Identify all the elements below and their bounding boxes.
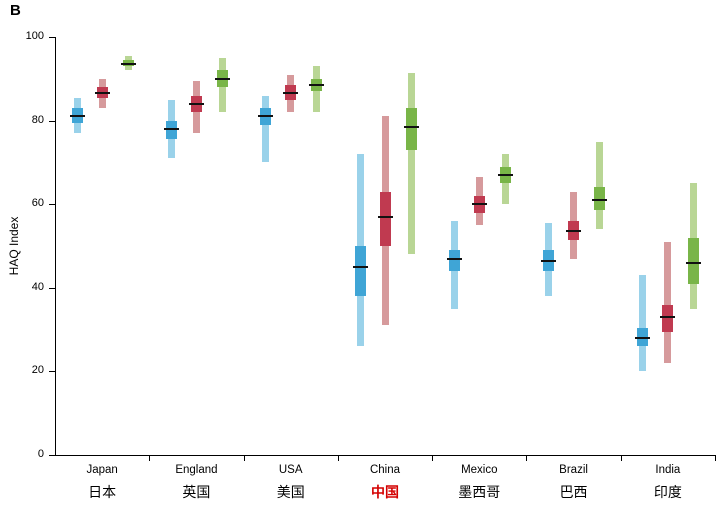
x-axis-tick bbox=[244, 456, 245, 461]
y-axis-tick bbox=[49, 37, 55, 38]
x-axis-label-en: Brazil bbox=[559, 464, 588, 476]
y-axis-tick bbox=[49, 455, 55, 456]
iqr-box bbox=[637, 327, 649, 347]
uncertainty-whisker bbox=[639, 275, 647, 372]
median-tick bbox=[446, 257, 462, 260]
x-axis-label-zh: 美国 bbox=[276, 484, 305, 500]
median-tick bbox=[635, 336, 651, 339]
x-axis-tick bbox=[338, 456, 339, 461]
median-tick bbox=[541, 259, 557, 262]
x-axis-tick bbox=[526, 456, 527, 461]
iqr-box bbox=[285, 85, 297, 100]
y-axis-tick bbox=[49, 204, 55, 206]
y-axis-tick bbox=[49, 120, 55, 122]
x-axis-label-zh: 中国 bbox=[371, 484, 399, 500]
median-tick bbox=[497, 173, 513, 176]
y-tick-label: 100 bbox=[25, 30, 44, 42]
median-tick bbox=[188, 102, 204, 105]
iqr-box bbox=[122, 59, 134, 67]
median-tick bbox=[686, 261, 702, 264]
x-axis-line bbox=[55, 455, 716, 456]
x-axis-tick bbox=[715, 456, 716, 461]
panel-label: B bbox=[10, 2, 21, 19]
x-axis-label-en: England bbox=[175, 464, 218, 476]
median-tick bbox=[352, 265, 368, 268]
uncertainty-whisker bbox=[407, 72, 415, 255]
median-tick bbox=[403, 125, 419, 128]
median-tick bbox=[214, 77, 230, 80]
iqr-box bbox=[71, 108, 83, 123]
y-tick-label: 20 bbox=[31, 364, 44, 377]
y-tick-label: 60 bbox=[31, 197, 44, 210]
x-axis-label-zh: 日本 bbox=[88, 484, 117, 500]
iqr-box bbox=[448, 250, 460, 272]
median-tick bbox=[592, 199, 608, 202]
y-axis-tick bbox=[49, 287, 55, 289]
x-axis-tick bbox=[149, 456, 150, 461]
y-tick-label: 0 bbox=[37, 448, 44, 460]
x-axis-tick bbox=[432, 456, 433, 461]
iqr-box bbox=[354, 246, 366, 297]
y-tick-label: 40 bbox=[31, 280, 44, 293]
median-tick bbox=[377, 215, 393, 218]
x-axis-tick bbox=[621, 456, 622, 461]
y-axis-title: HAQ Index bbox=[7, 216, 21, 276]
iqr-box bbox=[405, 108, 417, 150]
median-tick bbox=[69, 115, 85, 118]
x-axis-label-en: China bbox=[369, 464, 401, 476]
plot-area bbox=[55, 37, 715, 455]
iqr-box bbox=[594, 187, 606, 211]
x-axis-label-zh: 英国 bbox=[182, 484, 211, 500]
y-axis-line bbox=[55, 37, 56, 456]
x-axis-label-zh: 巴西 bbox=[559, 484, 588, 500]
x-axis-label-en: USA bbox=[278, 464, 303, 476]
uncertainty-whisker bbox=[262, 95, 270, 163]
y-axis-tick bbox=[49, 371, 55, 373]
y-tick-label: 80 bbox=[31, 113, 44, 126]
iqr-box bbox=[379, 191, 391, 246]
iqr-box bbox=[165, 120, 177, 140]
iqr-box bbox=[688, 237, 700, 284]
iqr-box bbox=[96, 87, 108, 98]
uncertainty-whisker bbox=[664, 241, 672, 364]
iqr-box bbox=[662, 304, 674, 332]
median-tick bbox=[120, 63, 136, 66]
median-tick bbox=[660, 316, 676, 319]
median-tick bbox=[94, 92, 110, 95]
median-tick bbox=[566, 230, 582, 233]
x-axis-label-zh: 印度 bbox=[653, 484, 682, 500]
iqr-box bbox=[568, 220, 580, 240]
uncertainty-whisker bbox=[596, 141, 604, 230]
median-tick bbox=[309, 84, 325, 87]
median-tick bbox=[258, 115, 274, 118]
x-axis-label-en: Mexico bbox=[461, 464, 498, 476]
median-tick bbox=[283, 92, 299, 95]
x-axis-label-en: India bbox=[655, 464, 681, 476]
median-tick bbox=[163, 127, 179, 130]
x-axis-label-en: Japan bbox=[86, 464, 118, 476]
x-axis-label-zh: 墨西哥 bbox=[458, 484, 501, 500]
median-tick bbox=[471, 203, 487, 206]
